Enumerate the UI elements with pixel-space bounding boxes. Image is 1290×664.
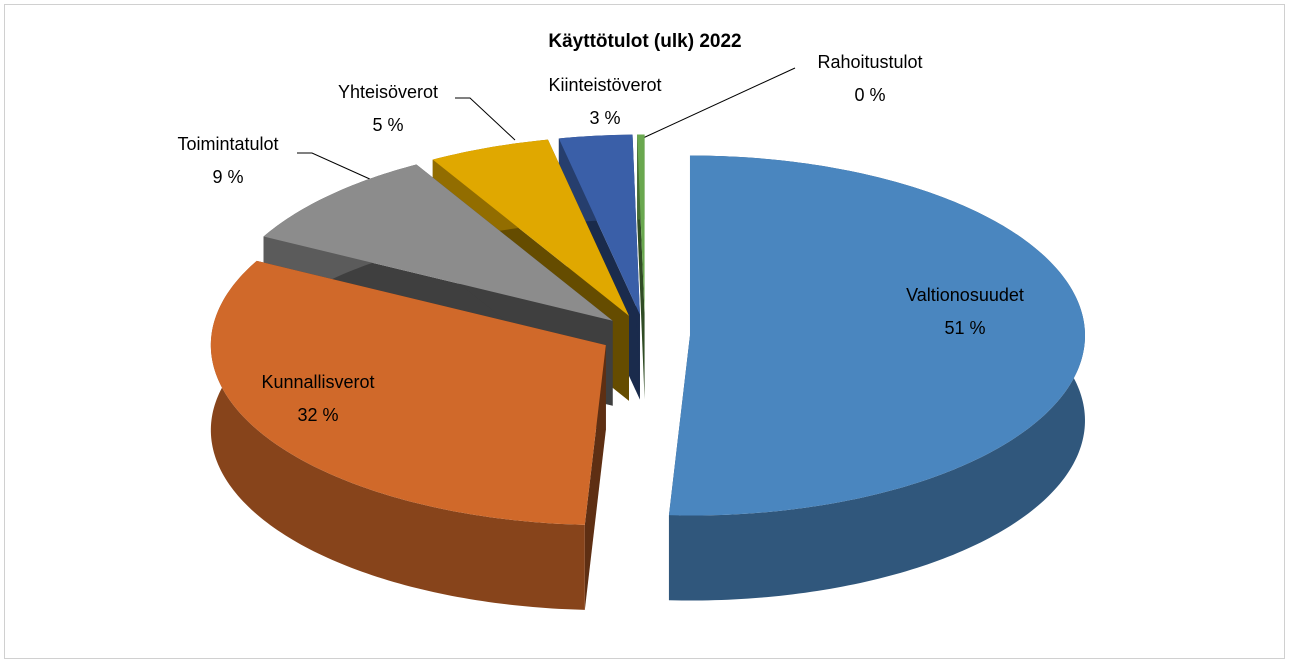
chart-title: Käyttötulot (ulk) 2022 — [548, 31, 741, 52]
slice-label: Valtionosuudet — [906, 285, 1024, 305]
slice — [668, 155, 1085, 516]
slice — [637, 134, 645, 315]
slice-label: Kunnallisverot — [261, 372, 374, 392]
slice — [558, 134, 640, 315]
slice-value-label: 51 % — [944, 318, 985, 338]
slice-wall — [210, 260, 585, 610]
slice-value-label: 32 % — [297, 405, 338, 425]
slice-value-label: 9 % — [212, 167, 243, 187]
leader-line — [642, 67, 796, 139]
slice — [263, 164, 613, 321]
slice-label: Rahoitustulot — [817, 52, 922, 72]
slice — [432, 139, 630, 316]
slice-value-label: 5 % — [372, 115, 403, 135]
leader-line — [455, 97, 516, 141]
slice-label: Yhteisöverot — [338, 82, 438, 102]
slice-value-label: 0 % — [854, 85, 885, 105]
slice — [210, 260, 606, 525]
slice-label: Toimintatulot — [177, 134, 278, 154]
leader-line — [297, 152, 373, 181]
slice-label: Kiinteistöverot — [548, 75, 661, 95]
slice-value-label: 3 % — [589, 108, 620, 128]
